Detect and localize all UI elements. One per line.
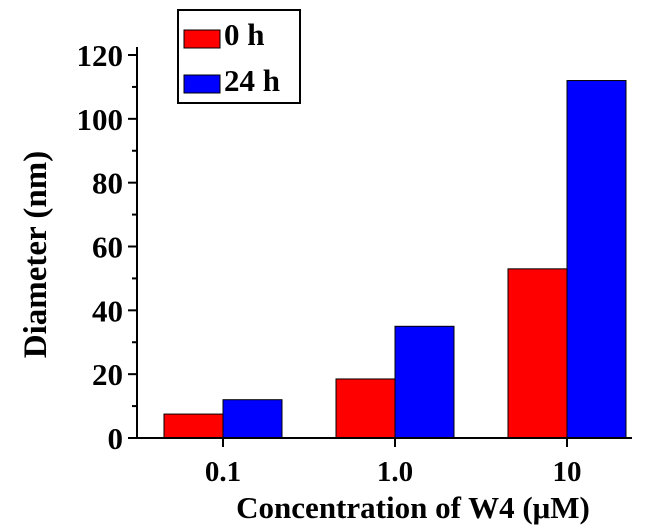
y-tick-label: 60 xyxy=(92,230,123,265)
bar-24h-0.1 xyxy=(222,399,283,439)
legend-swatch-24h xyxy=(183,74,221,94)
y-axis-ticks: 0 20 40 60 80 100 120 xyxy=(77,38,137,456)
x-tick-label: 1.0 xyxy=(377,456,413,488)
y-tick-label: 120 xyxy=(77,38,124,73)
bar-0h-0.1 xyxy=(163,413,224,439)
bar-24h-1.0 xyxy=(394,325,455,439)
y-tick-label: 100 xyxy=(77,102,124,137)
bar-0h-10 xyxy=(507,268,568,439)
legend-label-24h: 24 h xyxy=(224,63,280,98)
x-axis-title: Concentration of W4 (μM) xyxy=(236,490,590,525)
x-axis-ticks: 0.1 1.0 10 xyxy=(205,438,582,488)
legend-swatch-0h xyxy=(183,29,221,49)
x-tick-label: 10 xyxy=(553,456,582,488)
y-tick-label: 80 xyxy=(92,166,123,201)
x-tick-label: 0.1 xyxy=(205,456,241,488)
legend-label-0h: 0 h xyxy=(224,17,265,52)
y-axis-title: Diameter (nm) xyxy=(18,151,54,358)
axes xyxy=(136,47,632,439)
bar-24h-10 xyxy=(566,80,627,439)
y-tick-label: 40 xyxy=(92,293,123,328)
legend: 0 h 24 h xyxy=(177,9,301,104)
y-tick-label: 0 xyxy=(108,421,124,456)
bar-0h-1.0 xyxy=(335,378,396,439)
plot-area xyxy=(163,80,627,439)
y-tick-label: 20 xyxy=(92,357,123,392)
